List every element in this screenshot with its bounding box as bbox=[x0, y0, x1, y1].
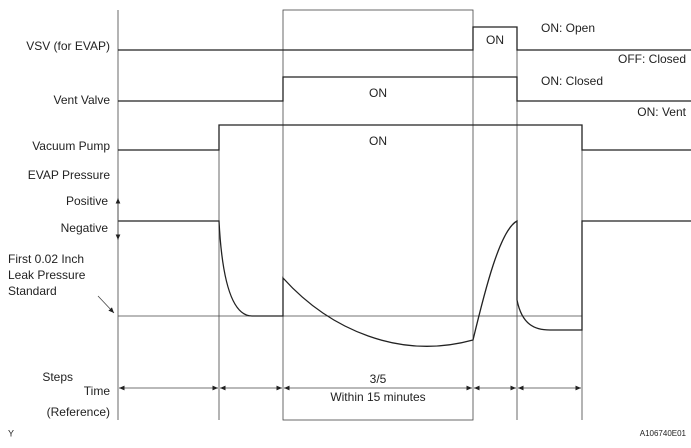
time-label: Time bbox=[84, 384, 111, 398]
reference-label: (Reference) bbox=[47, 405, 110, 419]
on-label: ON bbox=[369, 86, 387, 100]
signal-label: VSV (for EVAP) bbox=[26, 39, 110, 53]
standard-label: First 0.02 Inch Leak Pressure Standard bbox=[8, 252, 86, 298]
state-label: ON: Open bbox=[541, 21, 595, 35]
footer-code: A106740E01 bbox=[640, 429, 687, 438]
pressure-label: EVAP Pressure bbox=[28, 168, 111, 182]
signal-label: Vacuum Pump bbox=[32, 139, 110, 153]
state-label: ON: Closed bbox=[541, 74, 603, 88]
steps-label: Steps bbox=[42, 370, 73, 384]
state-label: ON: Vent bbox=[637, 105, 686, 119]
gridlines bbox=[117, 9, 583, 421]
duration-label: Within 15 minutes bbox=[330, 390, 425, 404]
positive-label: Positive bbox=[66, 194, 108, 208]
footer-left: Y bbox=[8, 428, 14, 438]
on-label: ON bbox=[369, 134, 387, 148]
negative-label: Negative bbox=[61, 221, 109, 235]
signal-lines bbox=[118, 26, 691, 347]
state-label: OFF: Closed bbox=[618, 52, 686, 66]
signal-label: Vent Valve bbox=[54, 93, 111, 107]
standard-arrow bbox=[97, 295, 115, 314]
on-label: ON bbox=[486, 33, 504, 47]
step-label: 3/5 bbox=[370, 372, 387, 386]
